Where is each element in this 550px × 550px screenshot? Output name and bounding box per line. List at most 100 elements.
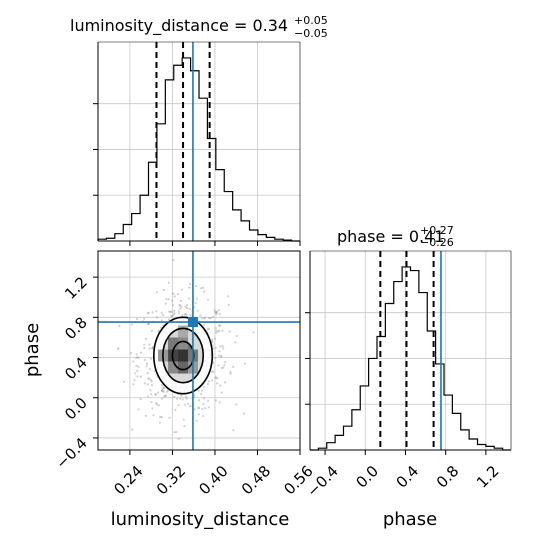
scatter-point bbox=[135, 317, 139, 321]
distance-title-prefix: luminosity_distance = bbox=[70, 16, 252, 36]
scatter-point bbox=[173, 395, 176, 398]
scatter-point bbox=[219, 345, 222, 348]
scatter-point bbox=[173, 295, 176, 298]
scatter-point bbox=[132, 383, 135, 386]
scatter-point bbox=[220, 366, 224, 370]
phase-hist-xtick-label: 0.4 bbox=[393, 462, 423, 492]
scatter-point bbox=[177, 312, 180, 315]
scatter-point bbox=[211, 379, 214, 382]
scatter-point bbox=[222, 366, 225, 369]
scatter-point bbox=[161, 389, 164, 392]
joint-ytick-label: −0.4 bbox=[52, 434, 90, 472]
joint-group: 0.24 0.32 0.40 0.48 0.56−0.40.00.40.81.2 bbox=[52, 250, 317, 498]
scatter-point bbox=[189, 283, 192, 286]
scatter-point bbox=[139, 351, 143, 354]
scatter-point bbox=[215, 329, 218, 332]
scatter-point bbox=[162, 387, 165, 390]
scatter-point bbox=[203, 290, 206, 293]
scatter-point bbox=[187, 402, 190, 405]
scatter-point bbox=[160, 383, 164, 387]
scatter-point bbox=[179, 307, 182, 310]
scatter-point bbox=[139, 375, 142, 378]
scatter-point bbox=[214, 326, 217, 330]
scatter-point bbox=[218, 350, 221, 353]
scatter-point bbox=[162, 386, 165, 389]
density-block bbox=[178, 349, 189, 362]
scatter-point bbox=[184, 395, 187, 398]
scatter-point bbox=[160, 389, 164, 392]
scatter-point bbox=[146, 383, 149, 386]
scatter-point bbox=[165, 298, 168, 301]
scatter-point bbox=[229, 372, 232, 375]
density-block bbox=[178, 337, 189, 350]
scatter-point bbox=[193, 306, 196, 309]
scatter-point bbox=[148, 347, 151, 350]
scatter-point bbox=[207, 406, 210, 409]
phase-hist-xtick-label: 1.2 bbox=[473, 462, 503, 492]
scatter-point bbox=[183, 403, 186, 406]
scatter-point bbox=[197, 389, 200, 392]
joint-ytick-label: 1.2 bbox=[61, 273, 91, 303]
scatter-point bbox=[206, 298, 209, 301]
scatter-point bbox=[197, 407, 201, 410]
scatter-point bbox=[177, 310, 180, 313]
scatter-point bbox=[187, 297, 191, 300]
scatter-point bbox=[184, 312, 187, 315]
scatter-point bbox=[155, 310, 158, 313]
scatter-point bbox=[148, 368, 152, 371]
scatter-point bbox=[152, 414, 155, 417]
phase-title-minus: −0.26 bbox=[420, 236, 454, 249]
scatter-point bbox=[146, 312, 149, 315]
scatter-point bbox=[150, 401, 153, 404]
scatter-point bbox=[176, 293, 180, 296]
scatter-point bbox=[182, 418, 185, 421]
scatter-point bbox=[147, 311, 150, 314]
scatter-point bbox=[207, 380, 210, 383]
scatter-point bbox=[172, 313, 175, 317]
joint-xtick-label: 0.48 bbox=[238, 462, 274, 498]
phase-hist-xtick-label: 0.8 bbox=[433, 462, 463, 492]
scatter-point bbox=[224, 361, 227, 364]
scatter-point bbox=[154, 392, 157, 395]
scatter-point bbox=[179, 397, 182, 400]
ylabel-phase: phase bbox=[22, 323, 43, 377]
scatter-point bbox=[151, 407, 154, 410]
scatter-point bbox=[164, 302, 167, 305]
scatter-point bbox=[168, 416, 171, 419]
scatter-point bbox=[137, 365, 140, 368]
scatter-point bbox=[229, 370, 232, 374]
distance-title-minus: −0.05 bbox=[294, 27, 328, 40]
scatter-point bbox=[131, 428, 134, 431]
scatter-point bbox=[150, 380, 153, 383]
scatter-point bbox=[227, 303, 230, 306]
scatter-point bbox=[197, 413, 200, 416]
scatter-point bbox=[227, 295, 230, 298]
scatter-point bbox=[159, 416, 162, 419]
scatter-point bbox=[216, 382, 219, 385]
scatter-point bbox=[222, 347, 225, 350]
scatter-point bbox=[146, 323, 149, 326]
panel-distance-hist: luminosity_distance = 0.34 +0.05 −0.05 bbox=[70, 14, 328, 40]
scatter-point bbox=[203, 317, 206, 320]
scatter-point bbox=[185, 397, 188, 400]
scatter-point bbox=[155, 402, 158, 405]
scatter-point bbox=[155, 403, 158, 406]
scatter-point bbox=[145, 365, 148, 368]
joint-xtick-label: 0.32 bbox=[153, 462, 189, 498]
scatter-point bbox=[173, 431, 176, 434]
scatter-point bbox=[151, 311, 154, 314]
scatter-point bbox=[202, 323, 206, 326]
scatter-point bbox=[204, 407, 207, 410]
joint-xtick-label: 0.40 bbox=[195, 462, 231, 498]
scatter-point bbox=[203, 397, 206, 400]
scatter-point bbox=[219, 384, 222, 387]
scatter-point bbox=[202, 385, 205, 388]
scatter-point bbox=[150, 384, 154, 387]
scatter-point bbox=[200, 287, 203, 290]
scatter-point bbox=[172, 259, 175, 262]
scatter-point bbox=[177, 437, 180, 440]
scatter-point bbox=[143, 382, 146, 385]
scatter-point bbox=[132, 360, 135, 363]
scatter-point bbox=[219, 324, 222, 327]
scatter-point bbox=[195, 284, 198, 288]
